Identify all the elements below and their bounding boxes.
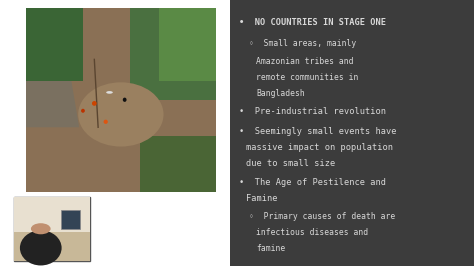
Circle shape: [31, 223, 51, 234]
Text: Amazonian tribes and: Amazonian tribes and: [256, 57, 354, 66]
Text: •  Seemingly small events have: • Seemingly small events have: [239, 127, 397, 136]
Text: ◦  Small areas, mainly: ◦ Small areas, mainly: [249, 39, 356, 48]
Text: ◦  Primary causes of death are: ◦ Primary causes of death are: [249, 212, 395, 221]
Ellipse shape: [123, 98, 127, 102]
Ellipse shape: [81, 109, 85, 113]
Text: Bangladesh: Bangladesh: [256, 89, 305, 98]
Text: famine: famine: [256, 244, 285, 253]
Bar: [14, 197, 90, 232]
Ellipse shape: [92, 101, 97, 106]
Text: •  NO COUNTRIES IN STAGE ONE: • NO COUNTRIES IN STAGE ONE: [239, 18, 386, 27]
Bar: [0, 0, 230, 266]
Ellipse shape: [20, 230, 62, 265]
Text: massive impact on population: massive impact on population: [246, 143, 393, 152]
Text: •  The Age of Pestilence and: • The Age of Pestilence and: [239, 178, 386, 187]
Bar: [14, 197, 90, 261]
Text: Famine: Famine: [246, 194, 278, 203]
Polygon shape: [26, 59, 79, 127]
Text: remote communities in: remote communities in: [256, 73, 358, 82]
Ellipse shape: [106, 91, 113, 94]
Text: infectious diseases and: infectious diseases and: [256, 228, 368, 237]
Bar: [61, 210, 80, 229]
Bar: [140, 136, 216, 192]
Bar: [159, 8, 216, 81]
Text: due to small size: due to small size: [246, 159, 336, 168]
Bar: [14, 232, 90, 261]
Bar: [230, 0, 474, 266]
Bar: [26, 8, 83, 81]
Ellipse shape: [103, 120, 108, 124]
Ellipse shape: [78, 82, 164, 147]
Text: •  Pre-industrial revolution: • Pre-industrial revolution: [239, 107, 386, 116]
Bar: [26, 8, 216, 192]
Bar: [130, 8, 216, 100]
